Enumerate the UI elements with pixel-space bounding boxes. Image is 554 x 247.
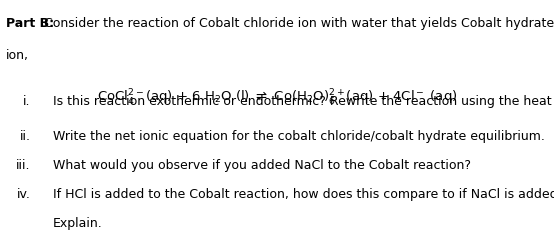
Text: i.: i. (23, 95, 30, 108)
Text: Write the net ionic equation for the cobalt chloride/cobalt hydrate equilibrium.: Write the net ionic equation for the cob… (53, 130, 545, 143)
Text: ion,: ion, (6, 49, 29, 62)
Text: CoCl$_4^{2-}$(aq) + 6 H$_2$O (l) $\rightleftharpoons$ Co(H$_2$O)$_6^{2+}$(aq) + : CoCl$_4^{2-}$(aq) + 6 H$_2$O (l) $\right… (97, 88, 457, 108)
Text: Part B:: Part B: (6, 17, 54, 30)
Text: iii.: iii. (16, 159, 30, 172)
Text: iv.: iv. (17, 188, 30, 201)
Text: Explain.: Explain. (53, 217, 102, 230)
Text: Consider the reaction of Cobalt chloride ion with water that yields Cobalt hydra: Consider the reaction of Cobalt chloride… (40, 17, 554, 30)
Text: Is this reaction exothermic or endothermic? Rewrite the reaction using the heat : Is this reaction exothermic or endotherm… (53, 95, 554, 108)
Text: ii.: ii. (19, 130, 30, 143)
Text: If HCl is added to the Cobalt reaction, how does this compare to if NaCl is adde: If HCl is added to the Cobalt reaction, … (53, 188, 554, 201)
Text: What would you observe if you added NaCl to the Cobalt reaction?: What would you observe if you added NaCl… (53, 159, 471, 172)
